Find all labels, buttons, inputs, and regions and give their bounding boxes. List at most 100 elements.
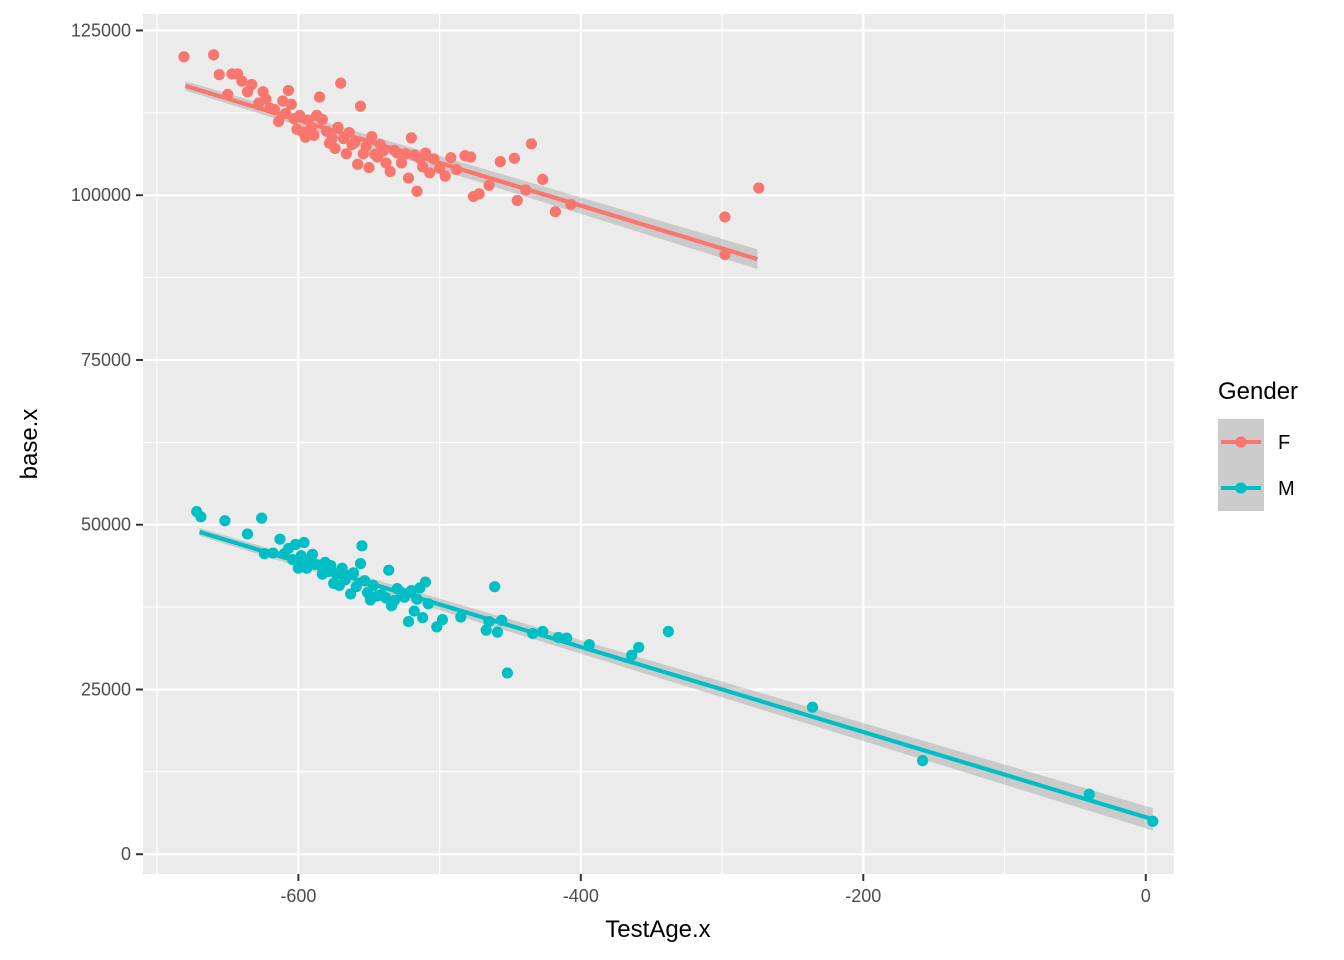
data-point-f — [282, 84, 295, 97]
data-point-m — [501, 667, 513, 679]
data-point-m — [483, 616, 495, 628]
data-point-f — [391, 147, 403, 159]
data-point-m — [408, 605, 420, 617]
y-tick-label: 125000 — [71, 20, 131, 40]
y-axis-title: base.x — [16, 409, 43, 480]
data-point-m — [241, 528, 254, 540]
data-point-f — [335, 77, 347, 89]
data-point-f — [280, 107, 292, 120]
data-point-f — [363, 161, 375, 174]
data-point-m — [419, 576, 432, 588]
data-point-f — [753, 182, 765, 194]
data-point-m — [287, 554, 299, 566]
data-point-f — [285, 98, 297, 110]
y-tick-label: 0 — [121, 844, 131, 864]
data-point-f — [377, 145, 389, 157]
data-point-f — [340, 148, 352, 160]
data-point-f — [329, 142, 341, 155]
data-point-m — [219, 515, 231, 527]
x-tick-label: 0 — [1141, 886, 1151, 906]
data-point-m — [402, 616, 415, 628]
data-point-f — [299, 131, 312, 143]
data-point-m — [256, 512, 268, 524]
data-point-f — [445, 152, 457, 164]
legend-label-f: F — [1278, 432, 1290, 454]
data-point-f — [520, 184, 532, 196]
data-point-m — [422, 598, 434, 610]
data-point-f — [326, 132, 338, 145]
data-point-m — [383, 564, 395, 576]
x-tick-label: -200 — [845, 886, 881, 906]
data-point-f — [343, 127, 355, 139]
data-point-m — [480, 624, 492, 636]
data-point-f — [450, 163, 463, 176]
data-point-m — [325, 559, 337, 572]
data-point-f — [511, 194, 523, 207]
data-point-f — [400, 148, 412, 160]
data-point-m — [367, 579, 379, 591]
data-point-m — [1083, 788, 1095, 800]
data-point-f — [246, 78, 258, 91]
data-point-m — [347, 567, 360, 579]
data-point-f — [433, 162, 446, 174]
data-point-f — [360, 140, 372, 153]
data-point-f — [236, 75, 248, 87]
data-point-f — [395, 157, 408, 169]
data-point-m — [295, 550, 307, 562]
data-point-f — [294, 109, 306, 122]
data-point-f — [494, 156, 506, 168]
data-point-f — [380, 157, 392, 169]
grid-major — [143, 14, 1174, 874]
x-axis-title: TestAge.x — [605, 916, 710, 943]
data-point-f — [719, 248, 731, 261]
data-point-m — [274, 533, 286, 545]
data-point-m — [417, 612, 429, 624]
data-point-f — [428, 153, 440, 165]
data-point-m — [626, 649, 638, 661]
data-point-f — [354, 100, 367, 112]
x-tick-label: -400 — [563, 886, 599, 906]
data-point-m — [258, 548, 271, 560]
data-point-m — [350, 581, 362, 593]
data-point-f — [268, 103, 280, 116]
data-point-f — [508, 152, 521, 164]
x-axis-ticks: -600 -400 -200 0 — [280, 874, 1151, 906]
data-point-m — [662, 625, 674, 638]
data-point-f — [537, 173, 549, 186]
data-point-f — [465, 151, 477, 163]
data-point-f — [719, 211, 731, 223]
y-tick-label: 75000 — [81, 350, 131, 370]
data-point-m — [356, 540, 368, 552]
data-point-f — [424, 167, 436, 179]
data-point-m — [388, 594, 400, 607]
data-point-f — [302, 114, 314, 126]
data-point-f — [549, 206, 562, 218]
data-point-f — [405, 132, 417, 144]
data-point-f — [402, 172, 415, 184]
legend-keys: FM — [1218, 419, 1295, 511]
legend-key-point-f — [1235, 436, 1247, 448]
data-point-m — [561, 632, 573, 644]
data-point-f — [178, 51, 190, 63]
data-point-f — [316, 113, 328, 126]
y-tick-label: 25000 — [81, 679, 131, 699]
data-point-f — [411, 185, 423, 197]
data-point-f — [332, 121, 344, 133]
regression-line-m — [198, 529, 1154, 822]
data-point-m — [489, 581, 501, 593]
y-tick-label: 50000 — [81, 515, 131, 535]
data-point-m — [289, 538, 302, 551]
data-point-m — [552, 631, 564, 644]
data-point-m — [806, 701, 819, 713]
data-point-f — [308, 129, 320, 141]
data-point-f — [483, 179, 495, 191]
data-point-m — [306, 548, 319, 560]
data-point-m — [633, 641, 645, 653]
data-point-f — [277, 95, 289, 107]
data-point-m — [527, 627, 539, 640]
legend: Gender FM — [1218, 378, 1298, 511]
data-point-f — [222, 88, 234, 100]
data-point-m — [491, 626, 504, 638]
data-point-f — [366, 130, 378, 143]
data-point-m — [267, 547, 279, 559]
